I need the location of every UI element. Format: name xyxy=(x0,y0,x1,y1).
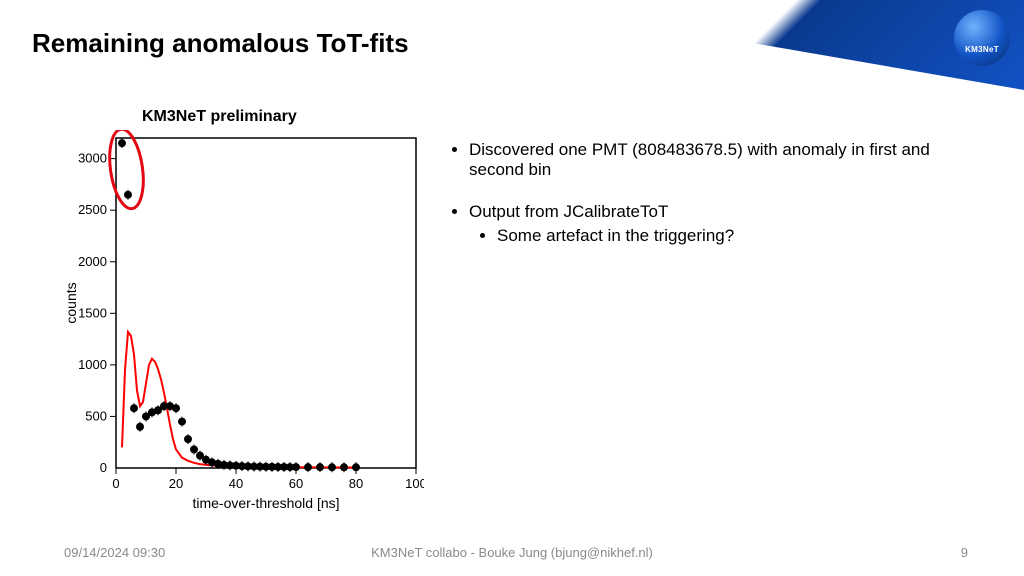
svg-text:0: 0 xyxy=(100,460,107,475)
bullet-item: Output from JCalibrateToTSome artefact i… xyxy=(469,202,985,246)
svg-text:100: 100 xyxy=(405,476,424,491)
footer: 09/14/2024 09:30 KM3NeT collabo - Bouke … xyxy=(0,545,1024,560)
svg-text:counts: counts xyxy=(63,282,79,323)
km3net-logo: KM3NeT xyxy=(954,10,1010,66)
chart-title: KM3NeT preliminary xyxy=(142,108,420,126)
svg-text:2000: 2000 xyxy=(78,254,107,269)
svg-text:80: 80 xyxy=(349,476,363,491)
chart-container: KM3NeT preliminary 020406080100500100015… xyxy=(60,108,420,519)
svg-text:2500: 2500 xyxy=(78,202,107,217)
svg-text:0: 0 xyxy=(112,476,119,491)
svg-text:3000: 3000 xyxy=(78,151,107,166)
svg-text:20: 20 xyxy=(169,476,183,491)
svg-text:1500: 1500 xyxy=(78,305,107,320)
svg-text:1000: 1000 xyxy=(78,357,107,372)
svg-text:time-over-threshold [ns]: time-over-threshold [ns] xyxy=(192,495,339,511)
svg-text:60: 60 xyxy=(289,476,303,491)
svg-text:500: 500 xyxy=(85,408,107,423)
corner-decoration xyxy=(504,0,1024,90)
logo-text: KM3NeT xyxy=(965,45,999,54)
bullet-subitem: Some artefact in the triggering? xyxy=(497,226,985,246)
chart-plot: 020406080100500100015002000250030000time… xyxy=(60,130,420,519)
bullet-item: Discovered one PMT (808483678.5) with an… xyxy=(469,140,985,180)
slide-title: Remaining anomalous ToT-fits xyxy=(32,28,409,59)
bullet-list: Discovered one PMT (808483678.5) with an… xyxy=(445,140,985,268)
footer-center: KM3NeT collabo - Bouke Jung (bjung@nikhe… xyxy=(0,545,1024,560)
svg-text:40: 40 xyxy=(229,476,243,491)
